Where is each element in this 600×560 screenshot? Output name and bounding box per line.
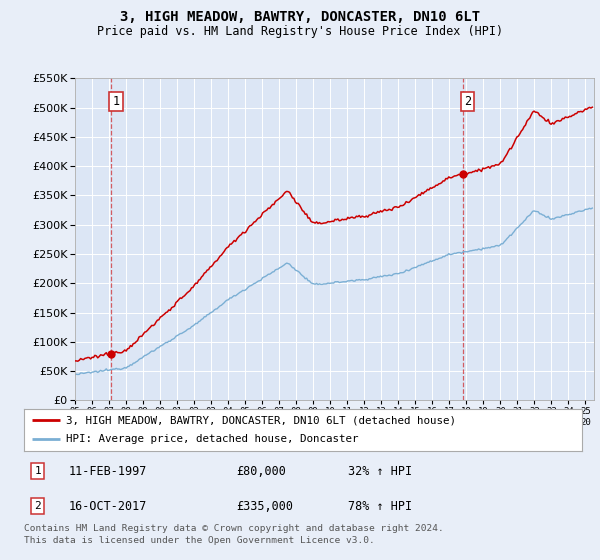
Text: This data is licensed under the Open Government Licence v3.0.: This data is licensed under the Open Gov…: [24, 536, 375, 545]
Text: Price paid vs. HM Land Registry's House Price Index (HPI): Price paid vs. HM Land Registry's House …: [97, 25, 503, 38]
Text: HPI: Average price, detached house, Doncaster: HPI: Average price, detached house, Donc…: [66, 435, 358, 445]
Text: £80,000: £80,000: [236, 465, 286, 478]
Text: 11-FEB-1997: 11-FEB-1997: [68, 465, 147, 478]
Text: 1: 1: [35, 466, 41, 476]
Text: 2: 2: [464, 95, 472, 108]
Text: 78% ↑ HPI: 78% ↑ HPI: [347, 500, 412, 512]
Text: 2: 2: [35, 501, 41, 511]
Text: 16-OCT-2017: 16-OCT-2017: [68, 500, 147, 512]
Text: Contains HM Land Registry data © Crown copyright and database right 2024.: Contains HM Land Registry data © Crown c…: [24, 524, 444, 533]
Text: £335,000: £335,000: [236, 500, 293, 512]
Text: 1: 1: [112, 95, 119, 108]
Text: 3, HIGH MEADOW, BAWTRY, DONCASTER, DN10 6LT (detached house): 3, HIGH MEADOW, BAWTRY, DONCASTER, DN10 …: [66, 415, 456, 425]
Text: 32% ↑ HPI: 32% ↑ HPI: [347, 465, 412, 478]
Text: 3, HIGH MEADOW, BAWTRY, DONCASTER, DN10 6LT: 3, HIGH MEADOW, BAWTRY, DONCASTER, DN10 …: [120, 10, 480, 24]
